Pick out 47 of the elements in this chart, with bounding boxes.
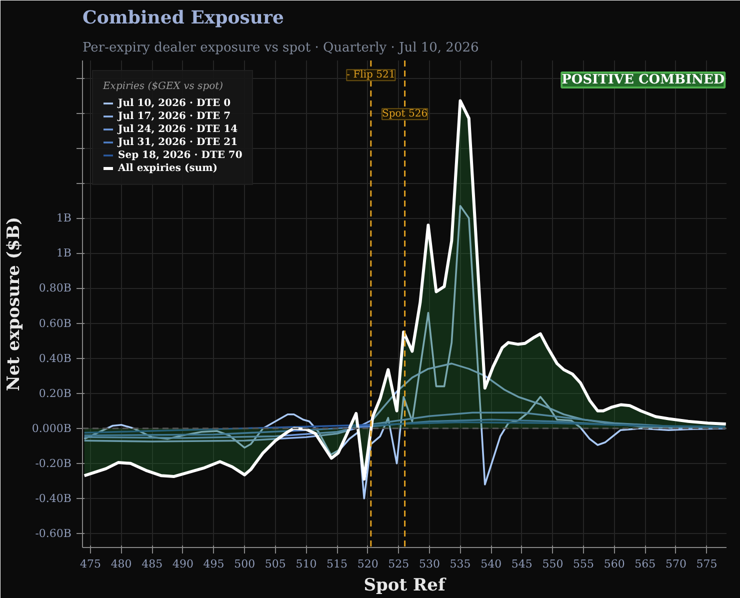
y-tick-label: -0.40B — [35, 492, 72, 505]
x-tick-label: 570 — [665, 558, 686, 570]
x-tick-label: 530 — [418, 558, 440, 570]
x-tick-label: 540 — [480, 558, 502, 570]
ref-line-label: - Flip 521 — [346, 70, 396, 81]
legend-label: Jul 31, 2026 · DTE 21 — [118, 136, 238, 148]
line-series — [83, 362, 726, 442]
x-tick-label: 575 — [696, 558, 718, 570]
chart-title: Combined Exposure — [82, 8, 284, 28]
legend-label: All expiries (sum) — [118, 162, 218, 174]
x-tick-label: 505 — [264, 558, 286, 570]
y-tick-label: 0.80B — [38, 282, 72, 295]
x-tick-label: 535 — [450, 558, 471, 570]
y-tick-label: -0.60B — [35, 526, 72, 540]
x-tick-label: 520 — [357, 558, 378, 570]
x-tick-label: 565 — [634, 558, 656, 570]
legend-label: Sep 18, 2026 · DTE 70 — [118, 149, 242, 161]
x-tick-label: 500 — [234, 558, 256, 570]
chart-subtitle: Per-expiry dealer exposure vs spot · Quarterly · Jul 10, 2026 — [82, 40, 479, 56]
y-tick-label: 0.60B — [38, 316, 72, 330]
ref-line-label: Spot 526 — [382, 108, 428, 120]
x-tick-label: 495 — [203, 558, 224, 570]
y-axis-title: Net exposure ($B) — [4, 216, 24, 392]
legend-label: Jul 17, 2026 · DTE 7 — [118, 110, 231, 122]
legend-title: Expiries ($GEX vs spot) — [103, 81, 224, 92]
y-tick-label: 1B — [56, 212, 72, 225]
y-tick-label: 0.40B — [38, 352, 72, 365]
y-tick-label: 1B — [56, 246, 72, 260]
x-tick-label: 475 — [80, 558, 102, 570]
x-tick-label: 510 — [296, 558, 317, 570]
x-tick-label: 525 — [388, 558, 410, 570]
annotation: POSITIVE COMBINED — [562, 72, 725, 88]
x-tick-label: 550 — [542, 558, 564, 570]
y-tick-label: -0.20B — [35, 456, 72, 470]
x-tick-label: 555 — [573, 558, 594, 570]
x-axis-title: Spot Ref — [364, 576, 447, 596]
x-tick-label: 490 — [172, 558, 194, 570]
y-tick-label: 0.000B — [32, 422, 72, 435]
x-tick-label: 515 — [326, 558, 348, 570]
x-tick-label: 480 — [110, 558, 132, 570]
y-tick-label: 0.20B — [38, 386, 72, 400]
x-tick-label: 485 — [142, 558, 163, 570]
legend-label: Jul 10, 2026 · DTE 0 — [118, 97, 231, 109]
line-series — [83, 412, 726, 439]
legend-label: Jul 24, 2026 · DTE 14 — [118, 123, 238, 135]
x-tick-label: 545 — [511, 558, 532, 570]
x-tick-label: 560 — [604, 558, 625, 570]
